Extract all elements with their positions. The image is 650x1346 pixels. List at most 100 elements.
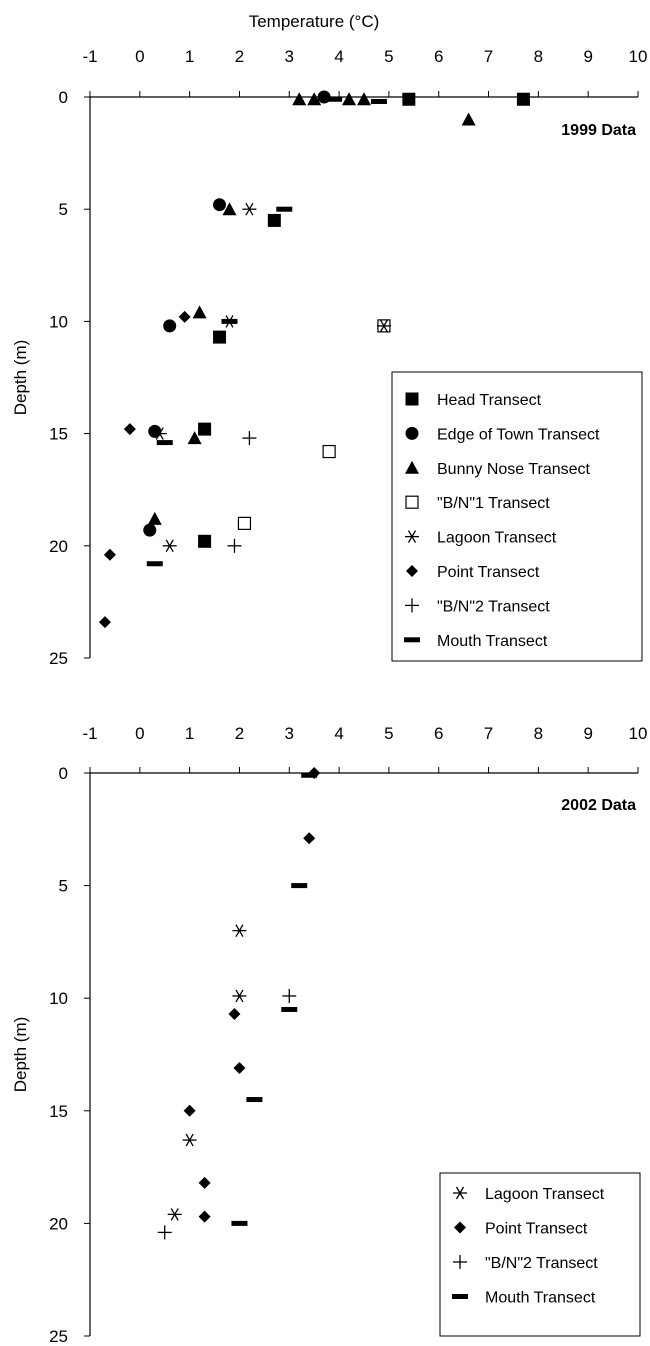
x-tick-label: -1 [82, 47, 97, 66]
legend-box [391, 371, 643, 662]
x-tick-label: 5 [384, 724, 393, 743]
data-point [143, 523, 157, 537]
data-point [222, 202, 237, 216]
panel-label: 2002 Data [561, 797, 636, 814]
legend-marker [405, 530, 419, 543]
y-tick-label: 0 [59, 88, 68, 107]
legend-item: Lagoon Transect [453, 1186, 605, 1203]
legend-item: Mouth Transect [404, 633, 548, 650]
data-point [123, 423, 136, 436]
data-point [231, 1220, 248, 1226]
data-point [227, 538, 242, 553]
legend-marker [405, 426, 419, 440]
data-point [402, 92, 416, 106]
data-point [152, 427, 167, 440]
legend-item: "B/N"2 Transect [453, 1255, 598, 1272]
series-edge-of-town-transect [143, 90, 331, 537]
data-point [213, 198, 227, 212]
legend-item: Head Transect [405, 392, 542, 409]
legend-label: "B/N"2 Transect [437, 598, 550, 615]
series-b-n-2-transect [157, 988, 297, 1240]
legend-marker [405, 495, 419, 509]
data-point [157, 1225, 172, 1240]
series-bunny-nose-transect [147, 92, 476, 525]
data-point [182, 1133, 197, 1147]
data-point [291, 883, 308, 889]
legend-marker [404, 637, 420, 643]
series-b-n-2-transect [227, 431, 257, 553]
data-point [198, 1176, 211, 1189]
data-point [267, 213, 281, 227]
y-tick-label: 15 [49, 1102, 68, 1121]
data-point [232, 989, 247, 1003]
x-tick-label: 6 [434, 47, 443, 66]
data-point [326, 96, 343, 102]
x-tick-label: 1 [185, 47, 194, 66]
data-point [282, 988, 297, 1003]
data-point [242, 202, 257, 216]
x-tick-label: 10 [629, 724, 648, 743]
series-head-transect [198, 92, 530, 548]
legend-marker [452, 1294, 468, 1299]
y-axis-title: Depth (m) [11, 340, 30, 416]
series-mouth-transect [231, 772, 318, 1226]
data-point [198, 422, 212, 436]
data-point [198, 1210, 211, 1223]
x-tick-label: 6 [434, 724, 443, 743]
legend-label: Lagoon Transect [485, 1186, 605, 1203]
data-point [148, 424, 162, 438]
series-b-n-1-transect [237, 319, 391, 530]
legend-label: Head Transect [437, 392, 542, 409]
y-tick-label: 15 [49, 425, 68, 444]
series-point-transect [183, 767, 321, 1223]
x-tick-label: 4 [334, 47, 343, 66]
data-point [162, 539, 177, 553]
y-tick-label: 10 [49, 989, 68, 1008]
legend-box [439, 1172, 641, 1337]
y-tick-label: 5 [59, 200, 68, 219]
legend-marker [405, 392, 419, 406]
legend-item: Point Transect [454, 1221, 588, 1238]
legend-marker [453, 1186, 467, 1200]
series-point-transect [98, 310, 191, 629]
x-tick-label: 9 [583, 47, 592, 66]
data-point [301, 772, 318, 778]
data-point [103, 548, 116, 561]
data-point [228, 1007, 241, 1020]
data-point [516, 92, 530, 106]
data-point [281, 1006, 298, 1012]
data-point [163, 319, 177, 333]
data-point [370, 98, 387, 104]
x-axis-title: Temperature (°C) [249, 12, 380, 31]
chart-1999: -1 0 1 2 3 4 5 6 7 8 9 10 0 5 10 15 20 25 Temperature (°C)… [11, 12, 647, 668]
x-tick-label: 2 [235, 47, 244, 66]
series-lagoon-transect [152, 202, 391, 553]
legend-label: "B/N"1 Transect [437, 495, 550, 512]
y-tick-label: 20 [49, 1214, 68, 1233]
data-point [232, 924, 247, 937]
data-point [98, 616, 111, 629]
x-tick-label: 0 [135, 47, 144, 66]
data-point [307, 92, 322, 106]
data-point [376, 319, 391, 333]
data-point [461, 112, 476, 126]
legend: Lagoon Transect Point Transect "B/N"2 Tran… [439, 1172, 641, 1337]
y-tick-label: 20 [49, 537, 68, 556]
data-point [213, 330, 227, 344]
data-point [178, 310, 191, 323]
legend-item: Bunny Nose Transect [405, 460, 591, 478]
data-point [233, 1062, 246, 1075]
x-tick-label: 7 [484, 724, 493, 743]
data-point [342, 92, 357, 106]
data-point [246, 1097, 263, 1103]
x-tick-label: -1 [82, 724, 97, 743]
x-tick-label: 9 [583, 724, 592, 743]
series-mouth-transect [146, 96, 387, 567]
x-tick-label: 3 [285, 47, 294, 66]
x-tick-label: 0 [135, 724, 144, 743]
data-point [146, 561, 163, 567]
legend-marker [406, 565, 418, 577]
legend-label: Edge of Town Transect [437, 426, 600, 443]
legend-marker [405, 598, 419, 613]
data-point [198, 534, 212, 548]
